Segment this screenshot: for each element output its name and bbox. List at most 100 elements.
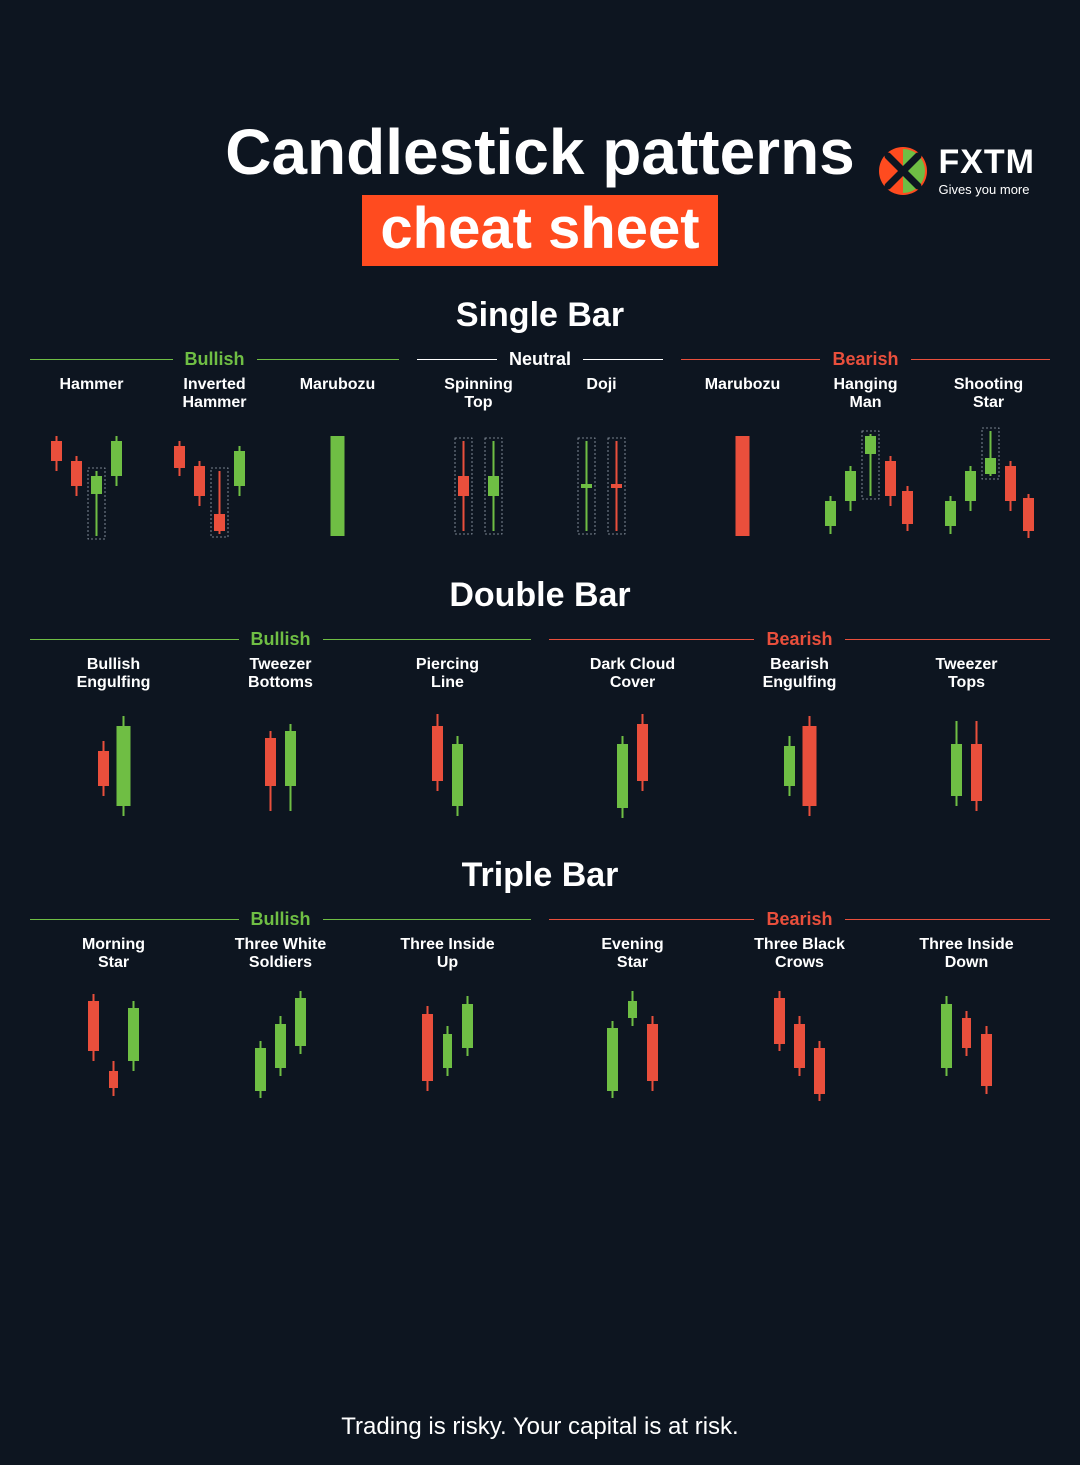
patterns-grid: Marubozu Hanging Man Shooting Star <box>681 376 1050 546</box>
header-line-icon <box>549 919 754 920</box>
header-line-icon <box>681 359 820 360</box>
pattern-cell: Three Inside Up <box>364 936 531 1106</box>
category-header: Bullish <box>30 629 531 650</box>
groups-row: Bullish Bullish Engulfing Tweezer Bottoms… <box>30 629 1050 826</box>
candlestick-diagram <box>197 976 364 1106</box>
category-label: Bearish <box>832 349 898 370</box>
category-label: Bullish <box>251 909 311 930</box>
category-label: Bearish <box>766 629 832 650</box>
pattern-label: Hanging Man <box>834 376 898 416</box>
group-column: Neutral Spinning Top Doji <box>417 349 663 546</box>
patterns-grid: Bullish Engulfing Tweezer Bottoms Piercing… <box>30 656 531 826</box>
candlestick-diagram <box>549 976 716 1106</box>
pattern-label: Evening Star <box>601 936 663 976</box>
pattern-label: Shooting Star <box>954 376 1023 416</box>
header-line-icon <box>323 639 532 640</box>
logo-tagline: Gives you more <box>938 183 1035 196</box>
category-label: Bullish <box>251 629 311 650</box>
header-line-icon <box>257 359 400 360</box>
candlestick-diagram <box>927 416 1050 546</box>
category-header: Bearish <box>681 349 1050 370</box>
title-line-2: cheat sheet <box>362 195 717 266</box>
pattern-cell: Marubozu <box>681 376 804 546</box>
header-line-icon <box>417 359 497 360</box>
pattern-cell: Three Inside Down <box>883 936 1050 1106</box>
pattern-cell: Three White Soldiers <box>197 936 364 1106</box>
candlestick-diagram <box>417 416 540 546</box>
patterns-grid: Evening Star Three Black Crows Three Insid… <box>549 936 1050 1106</box>
candlestick-diagram <box>30 696 197 826</box>
header-line-icon <box>911 359 1050 360</box>
groups-row: Bullish Morning Star Three White Soldiers… <box>30 909 1050 1106</box>
groups-row: Bullish Hammer Inverted Hammer Marubozu Ne… <box>30 349 1050 546</box>
candlestick-diagram <box>716 696 883 826</box>
category-header: Bearish <box>549 909 1050 930</box>
candlestick-diagram <box>681 416 804 546</box>
section-title: Double Bar <box>30 576 1050 615</box>
pattern-cell: Inverted Hammer <box>153 376 276 546</box>
candlestick-diagram <box>30 976 197 1106</box>
pattern-cell: Evening Star <box>549 936 716 1106</box>
pattern-label: Three White Soldiers <box>235 936 327 976</box>
category-label: Bearish <box>766 909 832 930</box>
category-header: Neutral <box>417 349 663 370</box>
brand-logo: FXTM Gives you more <box>878 145 1035 196</box>
header-line-icon <box>845 919 1050 920</box>
group-column: Bearish Evening Star Three Black Crows Thr… <box>549 909 1050 1106</box>
logo-icon <box>878 146 928 196</box>
header-line-icon <box>30 359 173 360</box>
patterns-grid: Spinning Top Doji <box>417 376 663 546</box>
category-label: Bullish <box>185 349 245 370</box>
pattern-label: Morning Star <box>82 936 145 976</box>
pattern-label: Bearish Engulfing <box>763 656 837 696</box>
patterns-grid: Hammer Inverted Hammer Marubozu <box>30 376 399 546</box>
candlestick-diagram <box>364 976 531 1106</box>
header-line-icon <box>30 919 239 920</box>
category-header: Bullish <box>30 349 399 370</box>
candlestick-diagram <box>153 416 276 546</box>
candlestick-diagram <box>276 416 399 546</box>
sections-container: Single Bar Bullish HammerInverted Hammer… <box>0 296 1080 1106</box>
pattern-cell: Hammer <box>30 376 153 546</box>
group-column: Bullish Morning Star Three White Soldiers… <box>30 909 531 1106</box>
risk-disclaimer: Trading is risky. Your capital is at ris… <box>0 1413 1080 1441</box>
header-line-icon <box>845 639 1050 640</box>
patterns-grid: Morning Star Three White Soldiers Three In… <box>30 936 531 1106</box>
pattern-label: Doji <box>586 376 616 416</box>
group-column: Bearish Marubozu Hanging Man Shooting Star <box>681 349 1050 546</box>
header-line-icon <box>583 359 663 360</box>
pattern-label: Tweezer Tops <box>936 656 998 696</box>
candlestick-diagram <box>364 696 531 826</box>
pattern-cell: Piercing Line <box>364 656 531 826</box>
section: Double Bar Bullish Bullish Engulfing Twee… <box>0 576 1080 826</box>
pattern-label: Dark Cloud Cover <box>590 656 675 696</box>
pattern-label: Spinning Top <box>444 376 512 416</box>
category-header: Bullish <box>30 909 531 930</box>
pattern-cell: Bullish Engulfing <box>30 656 197 826</box>
header-line-icon <box>30 639 239 640</box>
section-title: Triple Bar <box>30 856 1050 895</box>
pattern-label: Three Black Crows <box>754 936 845 976</box>
section: Triple Bar Bullish Morning Star Three Whi… <box>0 856 1080 1106</box>
section: Single Bar Bullish HammerInverted Hammer… <box>0 296 1080 546</box>
pattern-cell: Three Black Crows <box>716 936 883 1106</box>
category-label: Neutral <box>509 349 571 370</box>
pattern-label: Three Inside Down <box>919 936 1013 976</box>
pattern-cell: Morning Star <box>30 936 197 1106</box>
pattern-cell: Spinning Top <box>417 376 540 546</box>
header-line-icon <box>549 639 754 640</box>
pattern-label: Tweezer Bottoms <box>248 656 313 696</box>
pattern-cell: Shooting Star <box>927 376 1050 546</box>
candlestick-diagram <box>883 976 1050 1106</box>
pattern-cell: Doji <box>540 376 663 546</box>
pattern-cell: Hanging Man <box>804 376 927 546</box>
group-column: Bearish Dark Cloud Cover Bearish Engulfin… <box>549 629 1050 826</box>
candlestick-diagram <box>197 696 364 826</box>
candlestick-diagram <box>540 416 663 546</box>
pattern-cell: Tweezer Tops <box>883 656 1050 826</box>
pattern-label: Inverted Hammer <box>182 376 246 416</box>
group-column: Bullish Bullish Engulfing Tweezer Bottoms… <box>30 629 531 826</box>
candlestick-diagram <box>549 696 716 826</box>
category-header: Bearish <box>549 629 1050 650</box>
pattern-label: Marubozu <box>300 376 376 416</box>
